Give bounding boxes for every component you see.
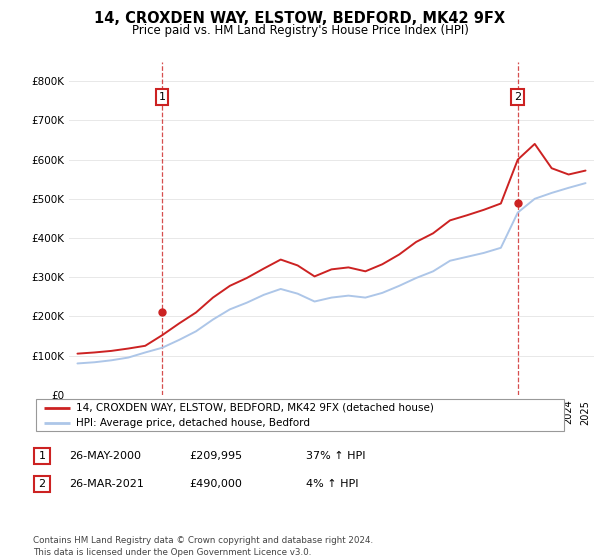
- Text: Price paid vs. HM Land Registry's House Price Index (HPI): Price paid vs. HM Land Registry's House …: [131, 24, 469, 36]
- Text: 26-MAR-2021: 26-MAR-2021: [69, 479, 144, 489]
- Text: 2: 2: [514, 92, 521, 102]
- Text: 1: 1: [38, 451, 46, 461]
- Text: 4% ↑ HPI: 4% ↑ HPI: [306, 479, 359, 489]
- Text: £490,000: £490,000: [189, 479, 242, 489]
- Text: Contains HM Land Registry data © Crown copyright and database right 2024.
This d: Contains HM Land Registry data © Crown c…: [33, 536, 373, 557]
- FancyBboxPatch shape: [36, 399, 564, 431]
- Text: 1: 1: [158, 92, 166, 102]
- Text: HPI: Average price, detached house, Bedford: HPI: Average price, detached house, Bedf…: [76, 418, 310, 428]
- Text: 26-MAY-2000: 26-MAY-2000: [69, 451, 141, 461]
- Text: 2: 2: [38, 479, 46, 489]
- FancyBboxPatch shape: [34, 449, 50, 464]
- FancyBboxPatch shape: [34, 477, 50, 492]
- Text: 37% ↑ HPI: 37% ↑ HPI: [306, 451, 365, 461]
- Text: 14, CROXDEN WAY, ELSTOW, BEDFORD, MK42 9FX (detached house): 14, CROXDEN WAY, ELSTOW, BEDFORD, MK42 9…: [76, 403, 433, 413]
- Text: 14, CROXDEN WAY, ELSTOW, BEDFORD, MK42 9FX: 14, CROXDEN WAY, ELSTOW, BEDFORD, MK42 9…: [94, 11, 506, 26]
- Text: £209,995: £209,995: [189, 451, 242, 461]
